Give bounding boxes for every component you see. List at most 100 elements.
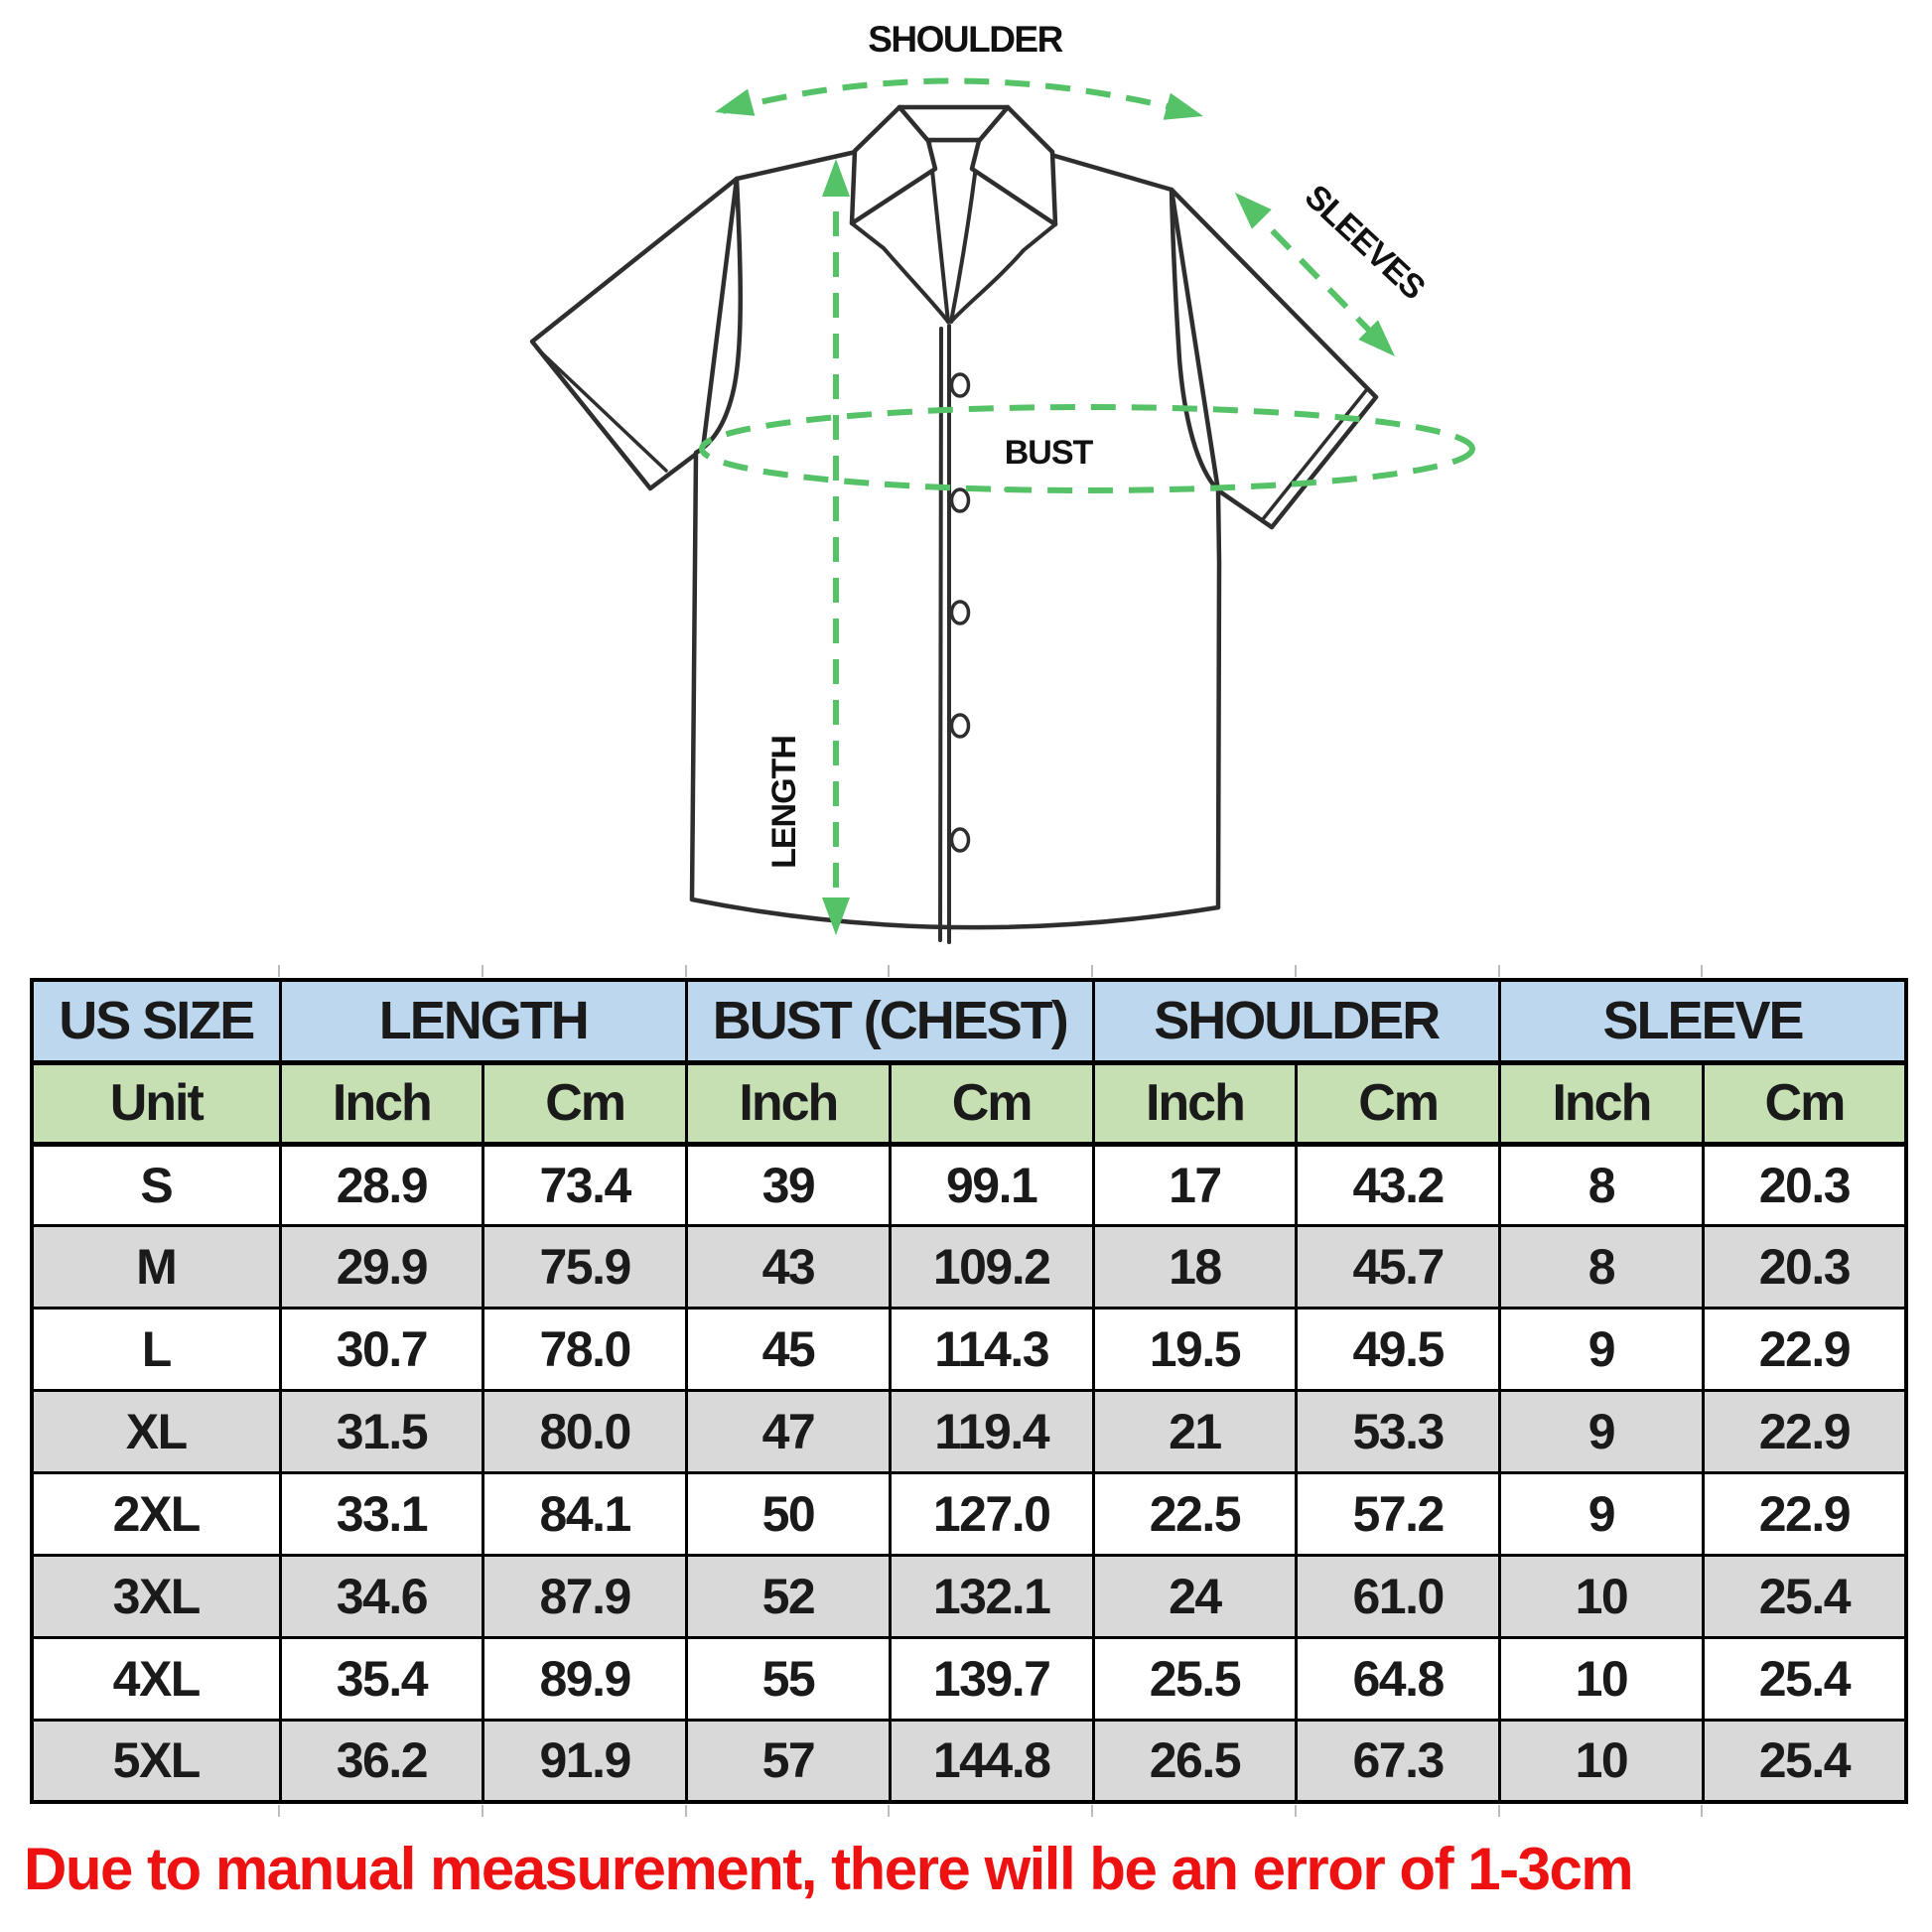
shirt-body-outline (689, 137, 1222, 930)
value-cell: 34.6 (278, 1553, 485, 1639)
value-cell: 9 (1498, 1389, 1705, 1474)
gridline-stub (1701, 965, 1704, 977)
value-cell: 144.8 (888, 1718, 1095, 1804)
sleeves-measure-arrow (1235, 193, 1395, 356)
size-cell: S (30, 1142, 282, 1228)
bust-measure-ellipse (699, 404, 1475, 493)
size-cell: 4XL (30, 1635, 282, 1722)
value-cell: 119.4 (888, 1389, 1095, 1474)
value-cell: 57 (685, 1718, 892, 1804)
value-cell: 22.9 (1701, 1471, 1908, 1557)
unit-cell: Cm (1295, 1060, 1502, 1147)
length-label: LENGTH (765, 736, 803, 869)
bust-label-chip (995, 433, 1102, 470)
value-cell: 9 (1498, 1471, 1705, 1557)
table-row: XL 31.5 80.0 47 119.4 21 53.3 9 22.9 (30, 1389, 1908, 1474)
value-cell: 99.1 (888, 1142, 1095, 1228)
size-cell: 3XL (30, 1553, 282, 1639)
gridline-stub (1701, 1805, 1704, 1817)
value-cell: 18 (1091, 1224, 1299, 1311)
size-cell: L (30, 1307, 282, 1393)
shirt-left-sleeve (529, 176, 740, 491)
value-cell: 73.4 (482, 1142, 688, 1228)
value-cell: 78.0 (482, 1307, 688, 1393)
value-cell: 25.4 (1701, 1635, 1908, 1722)
value-cell: 17 (1091, 1142, 1299, 1228)
unit-cell: Inch (685, 1060, 892, 1147)
value-cell: 30.7 (278, 1307, 485, 1393)
value-cell: 8 (1498, 1224, 1705, 1311)
sleeves-label: SLEEVES (1298, 178, 1433, 307)
value-cell: 28.9 (278, 1142, 485, 1228)
value-cell: 21 (1091, 1389, 1299, 1474)
unit-cell: Inch (1091, 1060, 1299, 1147)
value-cell: 19.5 (1091, 1307, 1299, 1393)
value-cell: 20.3 (1701, 1142, 1908, 1228)
value-cell: 22.9 (1701, 1307, 1908, 1393)
gridline-stub (1091, 1805, 1093, 1817)
size-table: US SIZE LENGTH BUST (CHEST) SHOULDER SLE… (30, 978, 1909, 1804)
gridline-stub (684, 965, 687, 977)
value-cell: 84.1 (482, 1471, 688, 1557)
value-cell: 45.7 (1295, 1224, 1502, 1311)
value-cell: 87.9 (482, 1553, 688, 1639)
size-table-body: S 28.9 73.4 39 99.1 17 43.2 8 20.3 M 29.9 75.9 43 109… (30, 1142, 1908, 1804)
gridline-stub (481, 965, 483, 977)
value-cell: 25.5 (1091, 1635, 1299, 1722)
value-cell: 55 (685, 1635, 892, 1722)
value-cell: 10 (1498, 1635, 1705, 1722)
value-cell: 10 (1498, 1718, 1705, 1804)
group-header-row: US SIZE LENGTH BUST (CHEST) SHOULDER SLE… (30, 978, 1908, 1065)
value-cell: 26.5 (1091, 1718, 1299, 1804)
table-row: 2XL 33.1 84.1 50 127.0 22.5 57.2 9 22.9 (30, 1471, 1908, 1557)
gridline-stub (888, 965, 891, 977)
value-cell: 139.7 (888, 1635, 1095, 1722)
unit-cell: Unit (30, 1060, 282, 1147)
gridline-stub (278, 1805, 280, 1817)
column-header-us-size: US SIZE (30, 978, 282, 1065)
unit-cell: Inch (1498, 1060, 1705, 1147)
value-cell: 52 (685, 1553, 892, 1639)
value-cell: 31.5 (278, 1389, 485, 1474)
gridline-stub (278, 965, 280, 977)
value-cell: 50 (685, 1471, 892, 1557)
column-header-sleeve: SLEEVE (1498, 978, 1908, 1065)
value-cell: 24 (1091, 1553, 1299, 1639)
value-cell: 45 (685, 1307, 892, 1393)
value-cell: 47 (685, 1389, 892, 1474)
shirt-collar (849, 104, 1058, 227)
value-cell: 57.2 (1295, 1471, 1502, 1557)
table-row: S 28.9 73.4 39 99.1 17 43.2 8 20.3 (30, 1142, 1908, 1228)
value-cell: 8 (1498, 1142, 1705, 1228)
value-cell: 39 (685, 1142, 892, 1228)
gridline-stub (1294, 1805, 1297, 1817)
value-cell: 25.4 (1701, 1718, 1908, 1804)
value-cell: 89.9 (482, 1635, 688, 1722)
table-row: 4XL 35.4 89.9 55 139.7 25.5 64.8 10 25.4 (30, 1635, 1908, 1722)
value-cell: 22.5 (1091, 1471, 1299, 1557)
value-cell: 29.9 (278, 1224, 485, 1311)
value-cell: 132.1 (888, 1553, 1095, 1639)
gridline-stub (1091, 965, 1093, 977)
unit-cell: Cm (888, 1060, 1095, 1147)
gridline-stub (1497, 965, 1500, 977)
column-header-bust: BUST (CHEST) (685, 978, 1095, 1065)
value-cell: 80.0 (482, 1389, 688, 1474)
shirt-measurement-diagram: SHOULDER SLEEVES BUST LENGTH (529, 19, 1475, 944)
unit-row: Unit Inch Cm Inch Cm Inch Cm Inch Cm (30, 1060, 1908, 1147)
unit-cell: Cm (1701, 1060, 1908, 1147)
shoulder-measure-arrow (715, 77, 1203, 120)
value-cell: 67.3 (1295, 1718, 1502, 1804)
measurement-error-note: Due to manual measurement, there will be… (24, 1836, 1634, 1902)
value-cell: 22.9 (1701, 1389, 1908, 1474)
gridline-stub (1497, 1805, 1500, 1817)
value-cell: 49.5 (1295, 1307, 1502, 1393)
size-cell: 2XL (30, 1471, 282, 1557)
shirt-right-sleeve (1169, 187, 1379, 530)
table-row: M 29.9 75.9 43 109.2 18 45.7 8 20.3 (30, 1224, 1908, 1311)
value-cell: 64.8 (1295, 1635, 1502, 1722)
column-header-length: LENGTH (278, 978, 688, 1065)
unit-cell: Cm (482, 1060, 688, 1147)
table-row: 3XL 34.6 87.9 52 132.1 24 61.0 10 25.4 (30, 1553, 1908, 1639)
